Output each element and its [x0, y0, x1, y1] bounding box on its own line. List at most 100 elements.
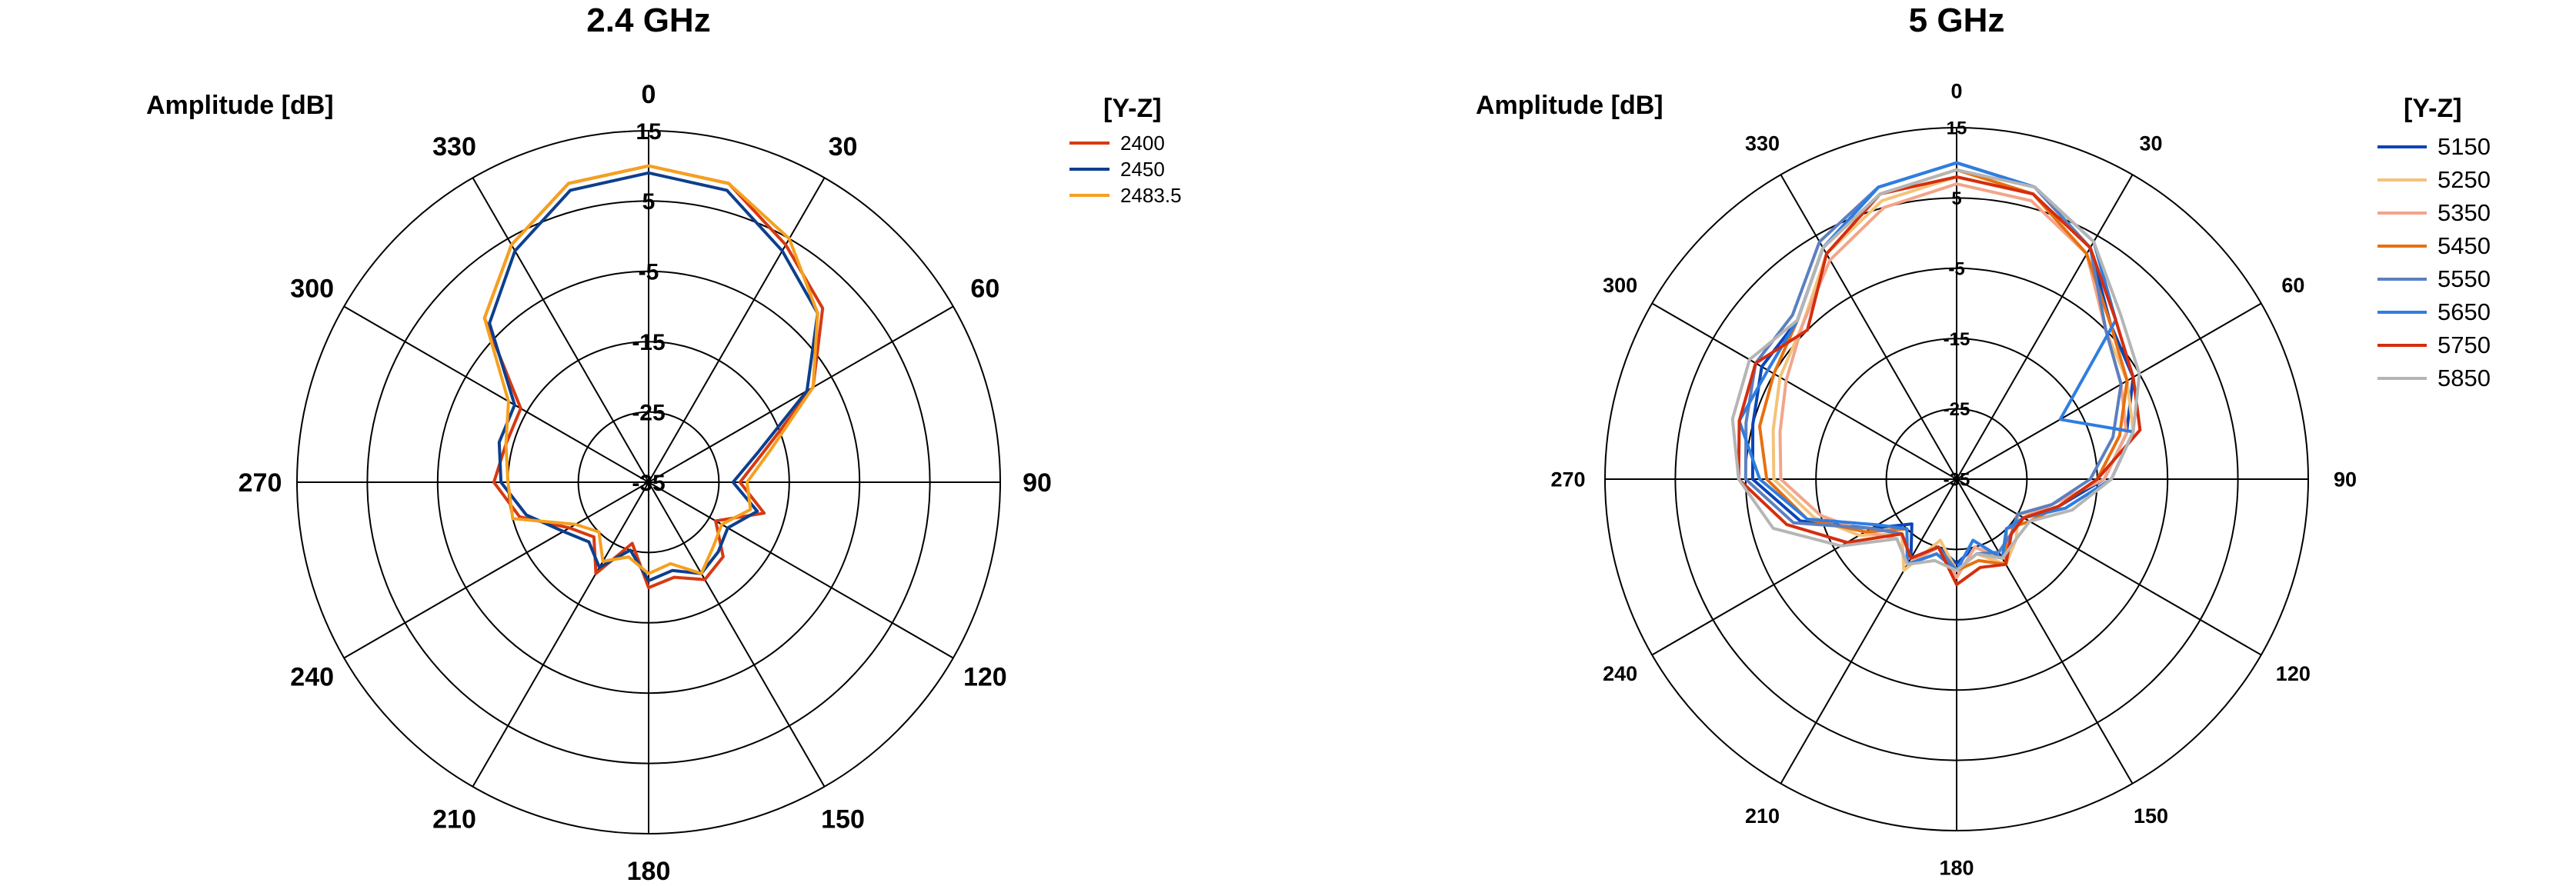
angle-tick-label: 120: [963, 663, 1007, 692]
grid-spoke: [343, 305, 649, 483]
radial-tick-label: -25: [1944, 399, 1970, 420]
radial-tick-label: 15: [636, 119, 661, 145]
series-line-5850: [1730, 168, 2141, 572]
legend-label: 5450: [2438, 231, 2491, 259]
legend-item: 5750: [2377, 328, 2491, 361]
radial-axis-label: Amplitude [dB]: [1476, 91, 1663, 120]
legend-title: [Y-Z]: [1103, 94, 1162, 123]
legend-item: 2450: [1069, 156, 1182, 182]
angle-tick-label: 240: [290, 663, 334, 692]
grid-spoke: [1780, 478, 1957, 784]
legend-label: 5850: [2438, 364, 2491, 391]
angle-tick-label: 330: [432, 132, 476, 162]
legend-label: 5650: [2438, 298, 2491, 325]
angle-tick-label: 180: [1939, 857, 1974, 880]
radial-tick-label: -5: [639, 260, 659, 285]
angle-tick-label: 0: [1950, 80, 1962, 103]
legend-label: 5750: [2438, 331, 2491, 358]
series-line-2450: [488, 171, 819, 582]
grid-spoke: [648, 481, 954, 659]
legend-label: 2483.5: [1120, 183, 1182, 207]
radial-tick-label: -35: [632, 471, 665, 496]
legend-item: 5150: [2377, 130, 2491, 163]
legend-item: 5850: [2377, 361, 2491, 395]
series-line-5750: [1737, 175, 2142, 587]
legend-swatch: [2377, 343, 2427, 347]
polar-chart-5ghz: 5 GHz Amplitude [dB] 0 30 60 90 120 150 180 210…: [1288, 0, 2576, 886]
legend-swatch: [2377, 178, 2427, 182]
legend-swatch: [1069, 142, 1109, 145]
angle-tick-label: 0: [642, 80, 656, 109]
legend-swatch: [2377, 211, 2427, 215]
grid-spoke: [1956, 478, 2134, 784]
legend-item: 5550: [2377, 262, 2491, 295]
legend-swatch: [2377, 277, 2427, 281]
angle-tick-label: 300: [1603, 274, 1637, 297]
polar-grid: [1604, 127, 2309, 831]
radial-tick-label: -15: [1944, 329, 1970, 350]
legend: [Y-Z] 5150 5250 5350 5450 5550 5650 5750 5850: [2377, 94, 2491, 395]
legend-item: 5650: [2377, 295, 2491, 328]
grid-spoke: [1956, 478, 2262, 656]
radial-tick-label: -15: [632, 330, 665, 355]
grid-spoke: [343, 481, 649, 659]
polar-grid: [296, 130, 1001, 834]
legend-item: 2400: [1069, 130, 1182, 156]
angle-tick-label: 30: [829, 132, 858, 162]
angle-tick-label: 120: [2276, 662, 2311, 685]
legend-swatch: [2377, 244, 2427, 248]
angle-tick-label: 150: [2134, 804, 2168, 828]
series-line-5350: [1778, 182, 2128, 579]
radial-tick-label: 5: [1951, 188, 1961, 209]
series-traces: [482, 164, 825, 590]
polar-plot-area: 0 30 60 90 120 150 180 210 240 270 300 330 15 5 -5 -15 -…: [239, 80, 1052, 886]
legend: [Y-Z] 2400 2450 2483.5: [1069, 94, 1182, 208]
grid-spoke: [1651, 302, 1957, 480]
grid-spoke: [1956, 174, 2134, 480]
legend-swatch: [2377, 310, 2427, 314]
legend-title: [Y-Z]: [2404, 94, 2462, 123]
polar-plot-area: 0 30 60 90 120 150 180 210 240 270 300 330 15 5 -5 -15 -…: [1550, 80, 2357, 880]
angle-tick-label: 150: [821, 805, 865, 834]
grid-spoke: [472, 177, 649, 483]
grid-spoke: [648, 481, 826, 788]
legend-item: 5350: [2377, 196, 2491, 229]
angle-tick-label: 270: [239, 468, 282, 498]
legend-label: 2450: [1120, 157, 1165, 181]
angle-tick-label: 60: [970, 275, 999, 304]
radial-tick-label: -5: [1948, 258, 1964, 279]
chart-title: 5 GHz: [1908, 2, 2005, 39]
legend-swatch: [1069, 168, 1109, 171]
legend-swatch: [1069, 194, 1109, 197]
legend-item: 2483.5: [1069, 182, 1182, 208]
grid-spoke: [1956, 302, 2262, 480]
angle-tick-label: 300: [290, 275, 334, 304]
legend-item: 5250: [2377, 163, 2491, 196]
legend-label: 5150: [2438, 132, 2491, 160]
radial-tick-label: -35: [1944, 470, 1970, 491]
radial-tick-label: -25: [632, 400, 665, 425]
angle-tick-label: 210: [432, 805, 476, 834]
legend-label: 2400: [1120, 131, 1165, 155]
angle-tick-label: 270: [1550, 468, 1585, 491]
legend-swatch: [2377, 145, 2427, 148]
grid-spoke: [1651, 478, 1957, 656]
legend-label: 5550: [2438, 265, 2491, 292]
angle-tick-label: 180: [627, 857, 671, 886]
radial-tick-label: 5: [642, 189, 656, 215]
grid-spoke: [648, 305, 954, 483]
grid-spoke: [1780, 174, 1957, 480]
legend-swatch: [2377, 376, 2427, 380]
grid-spoke: [472, 481, 649, 788]
angle-tick-label: 240: [1603, 662, 1637, 685]
angle-tick-label: 30: [2139, 132, 2162, 155]
radial-axis-label: Amplitude [dB]: [146, 91, 334, 120]
series-traces: [1730, 161, 2142, 587]
series-line-2483.5: [482, 164, 819, 575]
legend-label: 5350: [2438, 198, 2491, 226]
angle-tick-label: 60: [2281, 274, 2304, 297]
angle-tick-label: 210: [1745, 804, 1780, 828]
chart-title: 2.4 GHz: [586, 2, 711, 39]
angle-tick-label: 330: [1745, 132, 1780, 155]
grid-spoke: [648, 177, 826, 483]
